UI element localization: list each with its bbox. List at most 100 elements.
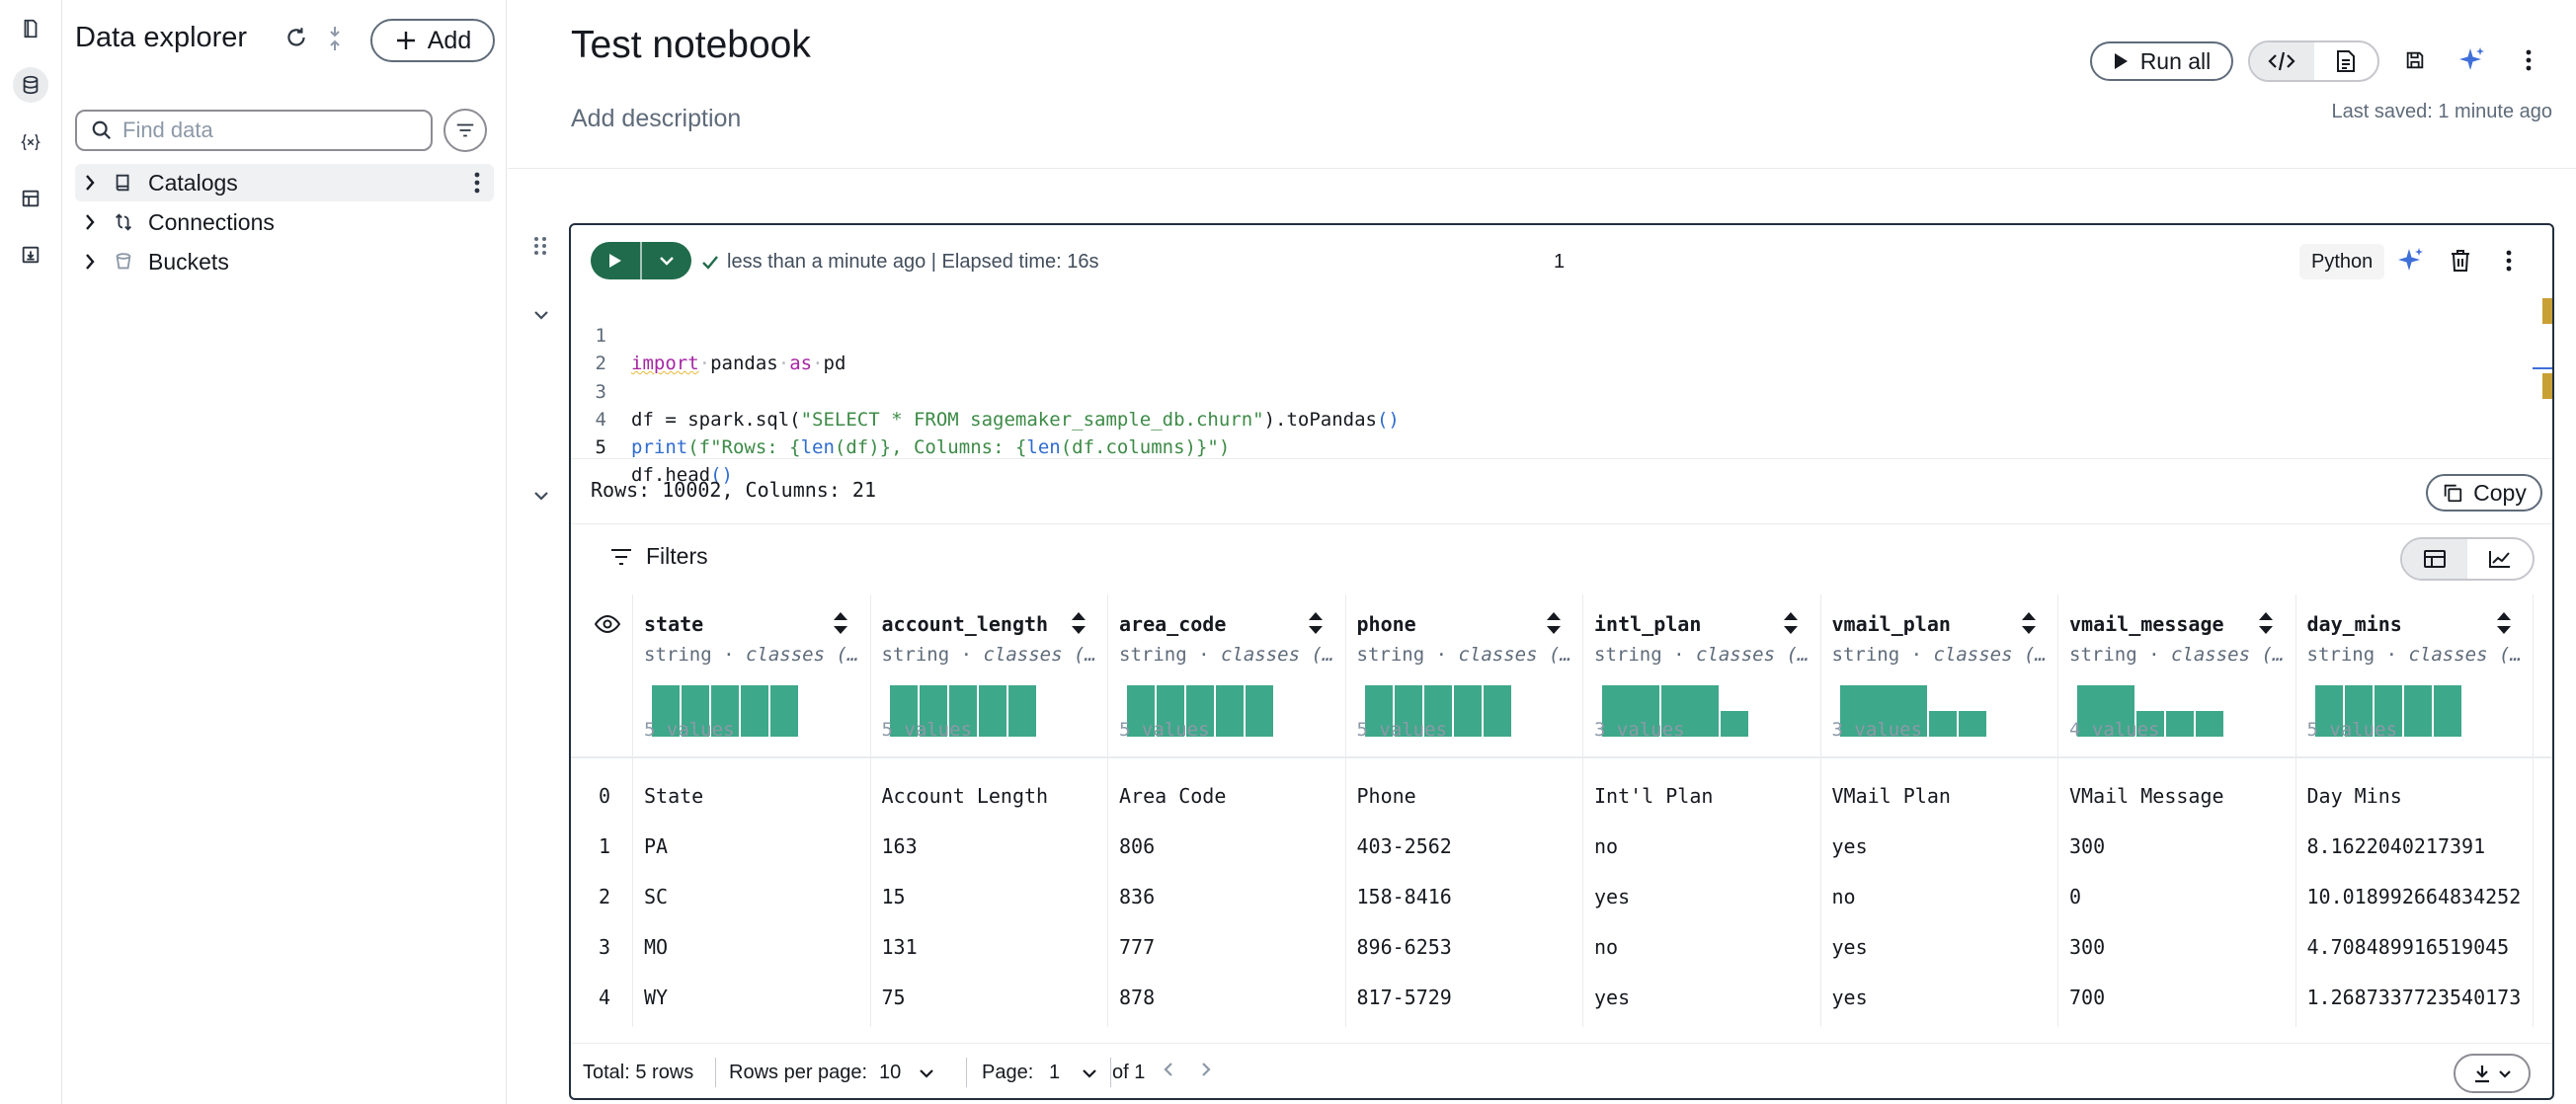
more-vertical-icon[interactable] [474,172,480,199]
value-distribution-chart [1602,685,1752,737]
code-token: () [1376,409,1400,431]
download-button[interactable] [2454,1054,2531,1093]
save-icon[interactable] [2398,43,2432,77]
column-header-area-code[interactable]: area_code string · classes (… 5 values [1107,594,1344,758]
eye-icon[interactable] [594,614,621,638]
table-icon[interactable] [13,181,48,216]
play-icon[interactable] [591,242,640,279]
page-value: 1 [1049,1062,1061,1083]
sort-icon[interactable] [2495,610,2513,640]
copy-button[interactable]: Copy [2426,474,2542,512]
refresh-icon[interactable] [281,22,312,53]
code-editor[interactable]: 1 import·pandas·as·pd 2 3 df = spark.sql… [571,294,2552,486]
chevron-right-icon[interactable] [1201,1062,1211,1077]
chevron-down-icon[interactable] [642,242,691,279]
column-type-prefix: string · [2069,644,2171,666]
column-header-day-mins[interactable]: day_mins string · classes (… 5 values [2295,594,2533,758]
output-text: Rows: 10002, Columns: 21 [591,478,876,502]
run-all-button[interactable]: Run all [2090,41,2233,81]
distribution-bar [948,685,977,737]
database-icon[interactable] [13,67,48,103]
code-cell[interactable]: less than a minute ago | Elapsed time: 1… [569,223,2554,1100]
table-cell: 700 [2069,986,2106,1009]
column-header-vmail-message[interactable]: vmail_message string · classes (… 4 values [2057,594,2294,758]
sort-icon[interactable] [1782,610,1800,640]
distribution-bar [682,685,709,737]
filters-button[interactable]: Filters [610,543,708,570]
table-cell: 777 [1119,935,1156,959]
chevron-right-icon[interactable] [83,174,109,192]
code-line: 1 import·pandas·as·pd [571,294,846,374]
document-view-icon[interactable] [2314,42,2378,80]
table-cell: Area Code [1119,784,1227,808]
footer-divider [715,1058,716,1087]
column-header-account-length[interactable]: account_length string · classes (… 5 value… [870,594,1107,758]
distribution-bar [1246,685,1273,737]
sparkle-ai-icon[interactable] [2455,43,2489,77]
add-button[interactable]: Add [370,19,495,62]
column-header-phone[interactable]: phone string · classes (… 5 values [1345,594,1582,758]
notebook-icon[interactable] [13,11,48,46]
rows-per-page-select[interactable]: 10 [879,1062,934,1084]
collapse-all-icon[interactable] [324,24,346,53]
distribution-bar [1216,685,1244,737]
column-value-count: 3 values [1594,719,1685,741]
sort-icon[interactable] [2257,610,2275,640]
output-divider [571,523,2552,524]
column-name: area_code [1119,612,1227,636]
column-type: string · classes (… [2069,644,2287,666]
tree-item-connections[interactable]: Connections [75,203,494,241]
tree-item-catalogs[interactable]: Catalogs [75,164,494,201]
sort-icon[interactable] [1070,610,1087,640]
table-cell: no [1831,885,1856,908]
sort-icon[interactable] [1307,610,1325,640]
value-distribution-chart [1839,685,1990,737]
view-mode-toggle [2248,40,2379,82]
filter-button[interactable] [443,109,487,152]
page-label: Page: [982,1062,1034,1083]
row-index: 2 [598,885,611,908]
language-badge[interactable]: Python [2299,244,2385,279]
column-value-count: 5 values [644,719,735,741]
column-header-vmail-plan[interactable]: vmail_plan string · classes (… 3 values [1820,594,2057,758]
variables-icon[interactable] [13,124,48,160]
page-select[interactable]: 1 [1049,1062,1097,1084]
table-cell: 0 [2069,885,2082,908]
run-cell-button[interactable] [591,242,691,279]
column-divider [2057,594,2058,1027]
column-header-intl-plan[interactable]: intl_plan string · classes (… 3 values [1582,594,1819,758]
sparkle-ai-icon[interactable] [2396,246,2426,276]
find-data-input[interactable] [122,118,399,143]
sort-icon[interactable] [1545,610,1563,640]
more-vertical-icon[interactable] [2512,43,2545,77]
sort-icon[interactable] [2020,610,2038,640]
book-icon [113,172,142,194]
distribution-bar [1364,685,1393,737]
chevron-right-icon[interactable] [83,213,109,231]
drag-handle-icon[interactable] [531,235,549,262]
filter-icon [611,548,631,565]
sort-icon[interactable] [832,610,849,640]
distribution-bar [1157,685,1184,737]
notebook-description[interactable]: Add description [571,105,742,132]
collapse-code-chevron-icon[interactable] [531,305,551,325]
distribution-bar [2136,711,2164,737]
chevron-left-icon[interactable] [1164,1062,1173,1077]
column-type-prefix: string · [1831,644,1934,666]
import-icon[interactable] [13,237,48,273]
column-header-state[interactable]: state string · classes (… 5 values [632,594,869,758]
more-vertical-icon[interactable] [2494,246,2524,276]
code-token: len [800,436,835,458]
table-cell: 806 [1119,834,1156,858]
column-type: string · classes (… [882,644,1099,666]
chevron-right-icon[interactable] [83,253,109,271]
delete-icon[interactable] [2446,246,2475,276]
table-footer: Total: 5 rows Rows per page: 10 Page: 1 … [571,1043,2552,1098]
code-view-icon[interactable] [2250,42,2314,80]
tree-item-buckets[interactable]: Buckets [75,243,494,280]
line-number: 4 [595,409,606,431]
table-view-icon[interactable] [2402,539,2467,579]
chart-view-icon[interactable] [2467,539,2533,579]
notebook-title[interactable]: Test notebook [571,24,811,66]
collapse-output-chevron-icon[interactable] [531,486,551,506]
